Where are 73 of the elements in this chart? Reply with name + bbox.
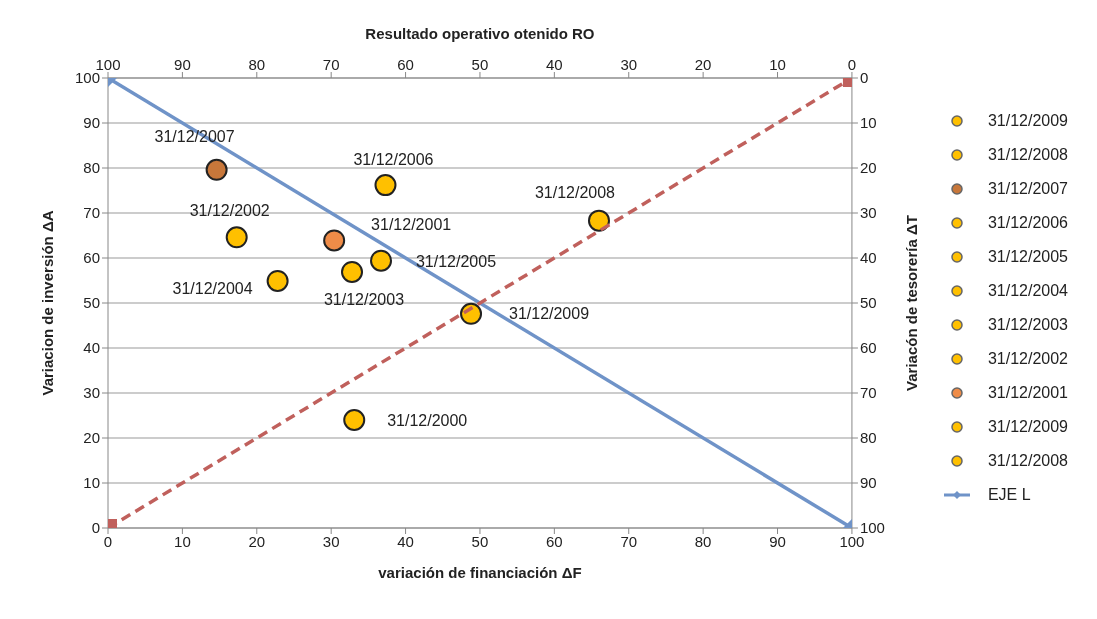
- y2-axis-title: Variacón de tesorería ΔT: [903, 215, 921, 391]
- annotation: 31/12/2008: [534, 184, 616, 202]
- x-tick-label: 30: [322, 532, 340, 550]
- y2-tick-label: 50: [859, 294, 877, 312]
- x-tick-label: 50: [471, 532, 489, 550]
- annotation: 31/12/2000: [387, 411, 468, 429]
- legend-label: 31/12/2008: [987, 452, 1068, 470]
- y2-tick-label: 80: [859, 429, 877, 447]
- x-tick-label: 90: [769, 532, 786, 550]
- y-axis-title: Variacion de inversión ΔA: [39, 210, 57, 396]
- y2-tick-label: 70: [859, 384, 877, 402]
- legend-label: 31/12/2005: [987, 248, 1068, 266]
- annotation: 31/12/2005: [415, 253, 497, 271]
- y-tick-label: 80: [83, 159, 100, 177]
- x-tick-label: 0: [103, 532, 113, 550]
- y-tick-label: 30: [83, 384, 100, 402]
- annotation: 31/12/2001: [371, 215, 452, 233]
- x-axis-title: variación de financiación ΔF: [378, 564, 582, 581]
- y-tick-label: 70: [83, 204, 100, 222]
- point: [225, 226, 248, 249]
- legend-label: 31/12/2009: [987, 418, 1068, 436]
- legend-label: 31/12/2001: [987, 384, 1068, 402]
- x2-axis-title: Resultado operativo otenido RO: [365, 24, 595, 42]
- x2-tick-label: 50: [471, 56, 489, 73]
- annotation: 31/12/2002: [189, 201, 270, 219]
- x2-tick-label: 70: [322, 56, 340, 73]
- point: [374, 174, 397, 197]
- legend-label: 31/12/2008: [987, 146, 1068, 164]
- legend-label: 31/12/2002: [987, 350, 1068, 368]
- point: [266, 269, 289, 292]
- legend-label: EJE L: [987, 486, 1031, 504]
- point: [205, 158, 228, 181]
- x-tick-label: 10: [174, 532, 191, 550]
- y-tick-label: 0: [91, 519, 100, 537]
- y-tick-label: 10: [83, 474, 100, 492]
- legend-label: 31/12/2003: [987, 316, 1068, 334]
- y2-tick-label: 90: [859, 474, 877, 492]
- legend-label: 31/12/2007: [987, 180, 1068, 198]
- x2-tick-label: 10: [769, 56, 786, 73]
- y-tick-label: 50: [83, 294, 100, 312]
- x-tick-label: 20: [248, 532, 266, 550]
- legend-label: 31/12/2009: [987, 112, 1068, 130]
- annotation: 31/12/2003: [323, 291, 405, 309]
- annotation: 31/12/2009: [508, 305, 590, 323]
- legend-label: 31/12/2006: [987, 214, 1068, 232]
- y2-tick-label: 20: [859, 159, 877, 177]
- x2-tick-label: 60: [397, 56, 414, 73]
- x-tick-label: 80: [694, 532, 712, 550]
- legend-label: 31/12/2004: [987, 282, 1068, 300]
- x-tick-label: 70: [620, 532, 638, 550]
- point: [370, 249, 393, 272]
- y-tick-label: 60: [83, 249, 100, 267]
- x2-tick-label: 0: [847, 56, 857, 73]
- x2-tick-label: 20: [694, 56, 712, 73]
- x-tick-label: 40: [397, 532, 414, 550]
- point: [323, 229, 346, 252]
- x-tick-label: 60: [546, 532, 563, 550]
- annotation: 31/12/2006: [353, 150, 434, 168]
- y2-tick-label: 10: [859, 114, 877, 132]
- point: [587, 209, 610, 232]
- x2-tick-label: 30: [620, 56, 638, 73]
- annotation: 31/12/2004: [172, 280, 253, 298]
- y-tick-label: 40: [83, 339, 100, 357]
- y2-tick-label: 30: [859, 204, 877, 222]
- point: [341, 260, 364, 283]
- x2-tick-label: 90: [174, 56, 191, 73]
- y2-tick-label: 60: [859, 339, 877, 357]
- x2-tick-label: 80: [248, 56, 266, 73]
- y2-tick-label: 0: [859, 69, 869, 87]
- y-tick-label: 20: [83, 429, 100, 447]
- y-tick-label: 90: [83, 114, 100, 132]
- y2-tick-label: 40: [859, 249, 877, 267]
- x2-tick-label: 40: [546, 56, 563, 73]
